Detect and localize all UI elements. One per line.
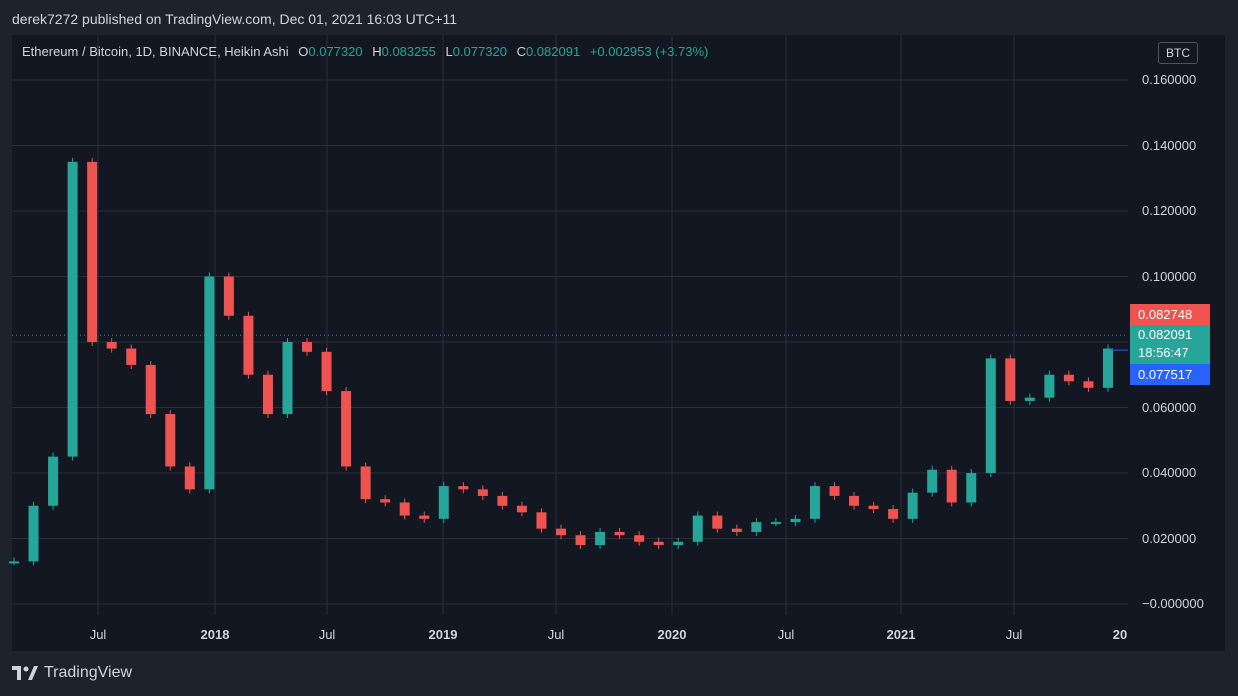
candle-body [497,495,508,506]
candle-body [985,358,996,473]
currency-badge[interactable]: BTC [1158,42,1198,64]
candle-body [1063,374,1074,382]
candles [9,157,1113,566]
x-tick-label: 2020 [657,627,687,642]
candle-body [868,505,879,510]
candle-body [282,342,293,415]
y-tick-label: 0.060000 [1142,399,1197,415]
candle-body [380,499,391,503]
candle-body [790,518,801,523]
candle-body [87,161,98,342]
x-tick-label: Jul [547,627,565,642]
y-tick-label: 0.020000 [1142,530,1197,546]
y-tick-label: −0.000000 [1142,596,1204,611]
candle-body [692,515,703,542]
x-tick-label: Jul [777,627,795,642]
candle-body [809,486,820,519]
candle-body [1005,358,1016,401]
high-key: H [372,44,382,59]
x-tick-label: 2018 [200,627,230,642]
x-tick-label: 20 [1112,627,1128,642]
footer-brand-text: TradingView [44,664,133,681]
candle-body [673,541,684,546]
candle-body [907,492,918,519]
candle-body [751,522,762,532]
candle-body [419,515,430,519]
candle-body [302,342,313,352]
price-label-blue: 0.077517 [1130,364,1210,385]
x-tick-label: 2019 [428,627,458,642]
candle-body [1083,381,1094,388]
candle-body [614,531,625,536]
candle-body [360,466,371,500]
y-tick-label: 0.040000 [1142,465,1197,480]
countdown-label: 18:56:47 [1138,345,1189,360]
change-value: +0.002953 (+3.73%) [589,44,709,59]
open-value: 0.077320 [308,44,363,59]
candle-body [204,276,215,490]
open-key: O [298,44,309,59]
candle-body [634,535,645,542]
candle-body [1103,348,1113,388]
candle-body [849,495,860,506]
candle-body [399,502,410,516]
y-tick-label: 0.160000 [1142,72,1197,87]
x-tick-label: Jul [1005,627,1023,642]
candle-body [184,466,195,490]
candle-body [321,351,332,392]
y-tick-label: 0.120000 [1142,203,1197,218]
candle-body [477,489,488,496]
price-label-green: 0.082091 [1138,327,1193,342]
candle-body [888,509,899,519]
candle-body [165,414,176,467]
candle-body [966,473,977,503]
candle-body [575,535,586,546]
candle-body [731,528,742,532]
candle-body [458,486,469,490]
symbol-title: Ethereum / Bitcoin, 1D, BINANCE, Heikin … [22,44,289,59]
candle-body [145,364,156,415]
y-tick-label: 0.100000 [1142,268,1197,284]
close-value: 0.082091 [525,44,581,59]
candle-body [712,515,723,529]
candle-body [106,342,117,349]
candle-body [556,528,566,536]
x-tick-label: Jul [89,627,107,642]
price-label-red: 0.082748 [1130,304,1210,325]
candle-body [653,541,664,546]
candle-body [9,561,19,564]
candle-body [223,276,234,316]
low-value: 0.077320 [452,44,507,59]
candle-body [126,348,137,365]
candle-body [243,315,254,375]
candle-body [438,486,449,519]
candle-body [1024,397,1035,401]
x-tick-label: 2021 [886,627,916,642]
published-line: derek7272 published on TradingView.com, … [12,11,458,27]
legend: Ethereum / Bitcoin, 1D, BINANCE, Heikin … [22,44,714,59]
grid [12,35,1128,615]
candle-body [516,505,527,513]
x-tick-label: Jul [318,627,336,642]
candle-body [262,374,273,415]
candle-body [770,522,781,525]
candle-body [829,486,840,496]
high-value: 0.083255 [381,44,436,59]
tradingview-logo-icon [12,666,38,680]
candle-body [1044,374,1055,398]
candle-body [595,531,606,546]
low-key: L [445,44,453,59]
close-key: C [516,44,526,59]
footer-brand[interactable]: TradingView [12,664,132,682]
candle-body [67,161,78,457]
candle-body [48,456,59,506]
price-label-green-box: 0.082091 18:56:47 [1130,325,1210,364]
candle-body [28,505,39,562]
candle-body [536,512,547,529]
candle-body [927,469,938,493]
candle-body [946,469,957,503]
candle-body [341,391,352,467]
y-tick-label: 0.140000 [1142,137,1197,153]
